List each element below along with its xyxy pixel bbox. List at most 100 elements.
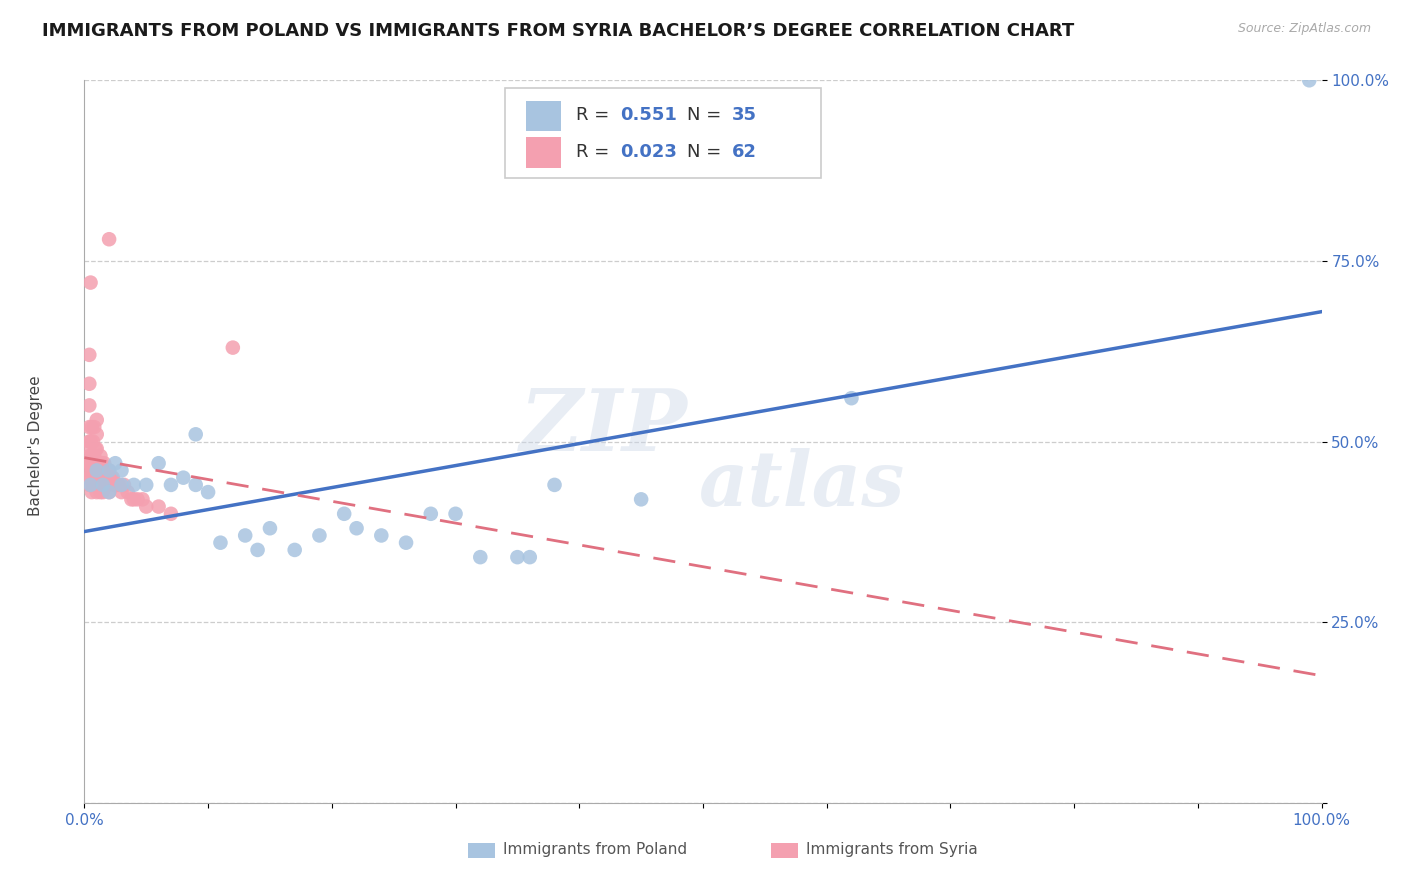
Point [80,449,103,463]
Point [89,478,111,492]
Point [543,478,565,492]
Text: ZIP: ZIP [520,385,688,469]
Point [79,456,101,470]
Bar [770,843,799,858]
Point [184,478,207,492]
Point [148,456,170,470]
Point [506,550,529,565]
Bar [526,101,561,131]
Point [110,485,132,500]
Point [122,492,145,507]
Point [83,449,105,463]
Text: Bachelor's Degree: Bachelor's Degree [28,376,42,516]
Point [110,478,132,492]
Point [79,449,101,463]
Text: atlas: atlas [699,448,905,522]
Point [135,478,157,492]
Point [160,507,183,521]
Point [370,528,392,542]
Text: 62: 62 [731,143,756,161]
Point [98,232,121,246]
Point [98,463,121,477]
Point [79,348,101,362]
Point [86,413,108,427]
Point [104,478,127,492]
Point [80,463,103,477]
Point [148,500,170,514]
Point [346,521,368,535]
Point [184,427,207,442]
Point [103,478,125,492]
Point [419,507,441,521]
Point [79,420,101,434]
Text: 0.023: 0.023 [620,143,676,161]
Point [89,456,111,470]
Point [108,478,131,492]
Point [79,470,101,484]
Point [100,470,122,484]
Point [160,478,183,492]
Point [117,485,139,500]
Point [444,507,467,521]
Point [94,478,117,492]
Point [86,442,108,456]
Point [86,427,108,442]
Point [80,485,103,500]
Point [79,434,101,449]
Point [84,442,107,456]
Point [83,420,105,434]
Point [80,420,103,434]
Point [222,341,245,355]
Point [91,485,114,500]
Point [79,398,101,412]
Point [84,478,107,492]
Bar [468,843,495,858]
Point [79,478,101,492]
Point [79,276,101,290]
Point [96,478,118,492]
Point [197,485,219,500]
Point [79,376,101,391]
Point [79,434,101,449]
Point [98,485,121,500]
Point [112,478,135,492]
Point [259,521,281,535]
Text: R =: R = [575,106,614,124]
Point [470,550,492,565]
Point [79,463,101,477]
Text: Immigrants from Poland: Immigrants from Poland [502,842,686,857]
Point [308,528,330,542]
Point [120,492,142,507]
Point [122,478,145,492]
Point [93,456,115,470]
Point [83,463,105,477]
Point [97,478,120,492]
Text: IMMIGRANTS FROM POLAND VS IMMIGRANTS FROM SYRIA BACHELOR’S DEGREE CORRELATION CH: IMMIGRANTS FROM POLAND VS IMMIGRANTS FRO… [42,22,1074,40]
Point [79,456,101,470]
Text: 0.551: 0.551 [620,106,676,124]
Text: Immigrants from Syria: Immigrants from Syria [806,842,977,857]
Point [79,478,101,492]
Point [333,507,356,521]
Point [86,470,108,484]
Point [135,500,157,514]
Point [284,542,307,557]
Point [79,470,101,484]
Point [98,463,121,477]
Point [84,463,107,477]
Point [89,485,111,500]
Point [172,470,194,484]
Point [131,492,153,507]
Point [90,456,112,470]
Point [98,485,121,500]
Point [105,478,128,492]
Point [89,449,111,463]
Point [104,456,127,470]
Point [82,478,104,492]
Point [98,470,121,484]
FancyBboxPatch shape [505,87,821,178]
Point [1298,73,1320,87]
Point [86,463,108,477]
Point [209,535,232,549]
Text: 35: 35 [731,106,756,124]
